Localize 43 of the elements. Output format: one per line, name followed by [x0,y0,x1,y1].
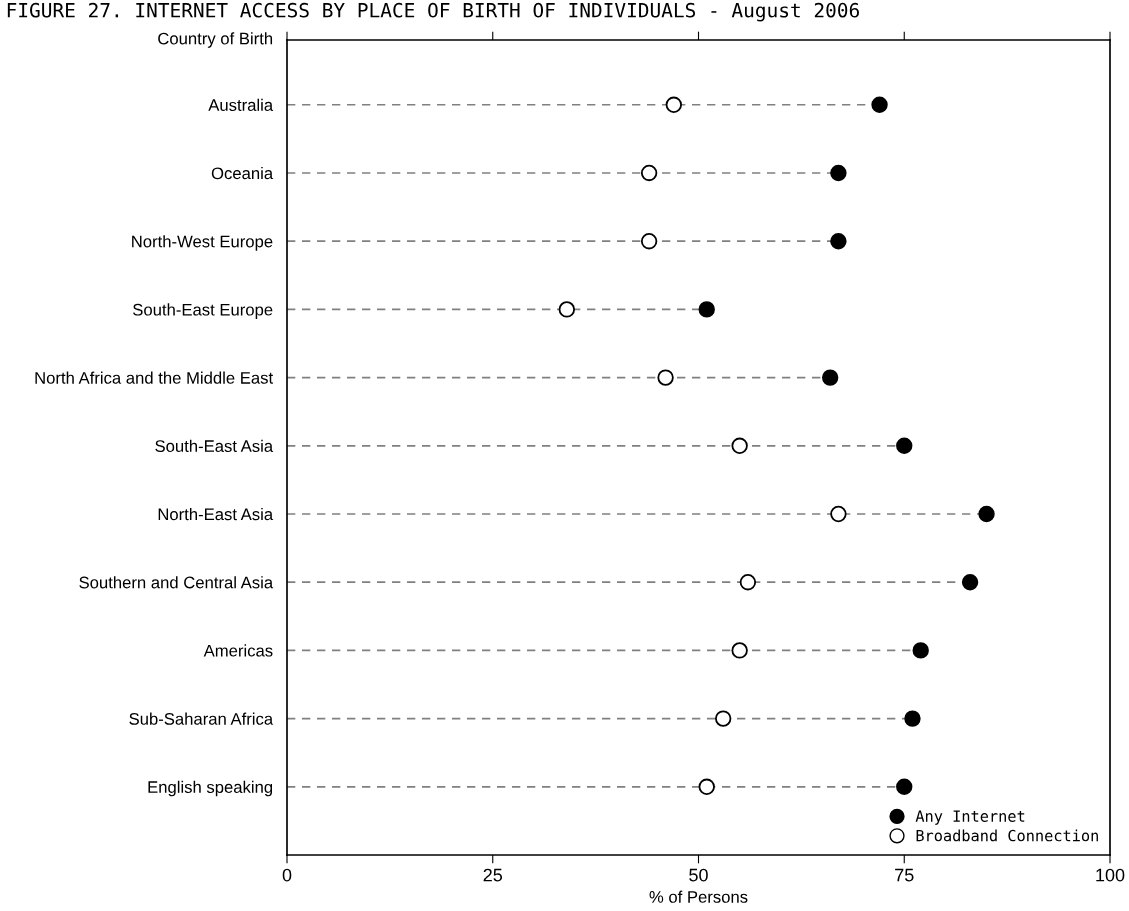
y-tick-label: South-East Europe [133,303,273,319]
x-tick-label: 25 [483,868,503,882]
point [871,96,888,113]
y-tick-label: North-East Asia [158,507,274,521]
legend-label: Broadband Connection [916,829,1098,842]
point [739,574,757,591]
y-tick-label: South-East Asia [155,439,274,452]
point [698,778,715,795]
point [698,301,715,318]
point [896,437,913,454]
point [896,778,913,795]
y-tick-label: English speaking [148,780,273,797]
point [978,505,995,523]
x-tick-label: 100 [1096,868,1125,882]
y-tick-label: Southern and Central Asia [79,576,274,589]
y-tick-label: Australia [208,98,274,111]
point [830,164,847,182]
y-tick-label: Oceania [211,166,274,180]
point [821,369,839,386]
chart-title: FIGURE 27. INTERNET ACCESS BY PLACE OF BIRTH OF INDIVIDUALS - August 2006 [7,2,859,22]
x-tick-label: 75 [895,868,914,882]
x-tick-label: 0 [282,868,292,882]
y-tick-label: North-West Europe [132,235,273,251]
point [731,642,748,659]
point [715,710,732,727]
legend-label: Any Internet [915,810,1025,825]
y-axis-title: Country of Birth [158,32,273,48]
y-tick-label: Sub-Saharan Africa [129,712,274,725]
x-tick-label: 50 [689,868,708,882]
point [657,369,674,386]
point [665,96,682,113]
point [961,574,979,591]
point [640,233,658,250]
point [731,437,748,454]
point [830,233,847,250]
y-tick-label: North Africa and the Middle East [35,371,273,384]
point [904,710,921,727]
x-axis-title: % of Persons [649,890,748,903]
point [830,505,847,523]
point [640,164,658,182]
y-tick-label: Americas [203,644,273,657]
point [912,642,929,659]
point [558,301,576,318]
